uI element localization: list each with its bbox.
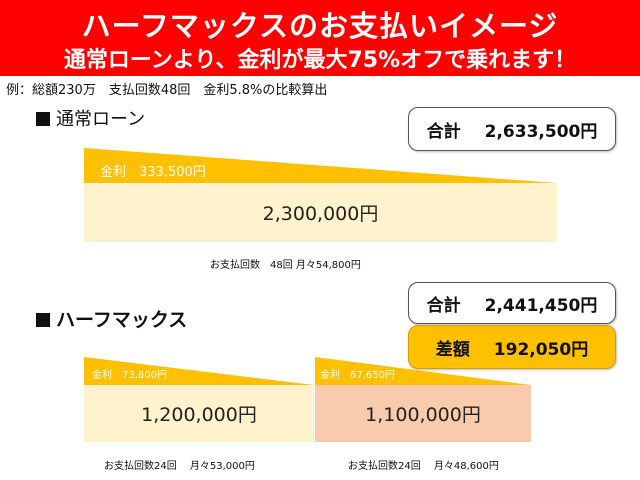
halfmax-heading-text: ハーフマックス [56,309,188,331]
square-bullet-icon [36,112,50,126]
difference-label: 差額 [435,339,470,360]
difference-pill: 差額 192,050円 [408,325,616,369]
halfmax-first-interest-wedge-shape [84,357,314,385]
halfmax-total-label: 合計 [426,295,461,316]
regular-total-label: 合計 [426,121,461,142]
regular-interest-label: 金利 333,500円 [100,165,206,180]
halfmax-heading: ハーフマックス [36,305,187,332]
halfmax-first-principal-box: 1,200,000円 [84,385,314,442]
difference-value: 192,050円 [493,339,589,360]
square-bullet-icon [36,313,50,327]
halfmax-second-principal-value: 1,100,000円 [365,404,481,426]
halfmax-first-interest-wedge [84,357,314,385]
title-banner: ハーフマックスのお支払いイメージ 通常ローンより、金利が最大75%オフで乗れます… [0,0,640,76]
regular-total-pill: 合計 2,633,500円 [408,107,616,151]
halfmax-total-pill: 合計 2,441,450円 [408,282,616,324]
halfmax-second-interest-label: 金利 67,650円 [320,370,395,381]
halfmax-total-value: 2,441,450円 [484,295,598,316]
regular-payment-info: お支払回数 48回 月々54,800円 [210,260,361,271]
regular-interest-wedge-shape [84,148,557,183]
regular-loan-heading-text: 通常ローン [56,109,146,130]
regular-total-value: 2,633,500円 [484,121,598,142]
halfmax-first-principal-value: 1,200,000円 [141,404,257,426]
regular-interest-wedge [84,148,557,183]
halfmax-second-principal-box: 1,100,000円 [315,385,531,442]
halfmax-second-interest-wedge [315,357,531,385]
halfmax-first-interest-label: 金利 73,800円 [92,370,167,381]
halfmax-second-payment-info: お支払回数24回 月々48,600円 [348,461,499,472]
page-title: ハーフマックスのお支払いイメージ [81,9,559,43]
calculation-note: 例：総額230万 支払回数48回 金利5.8%の比較算出 [6,83,328,98]
halfmax-first-payment-info: お支払回数24回 月々53,000円 [104,461,255,472]
regular-loan-heading: 通常ローン [36,105,145,131]
halfmax-second-interest-wedge-shape [315,357,531,385]
page-subtitle: 通常ローンより、金利が最大75%オフで乗れます！ [63,48,577,73]
regular-principal-value: 2,300,000円 [262,203,379,225]
regular-principal-box: 2,300,000円 [84,183,557,242]
